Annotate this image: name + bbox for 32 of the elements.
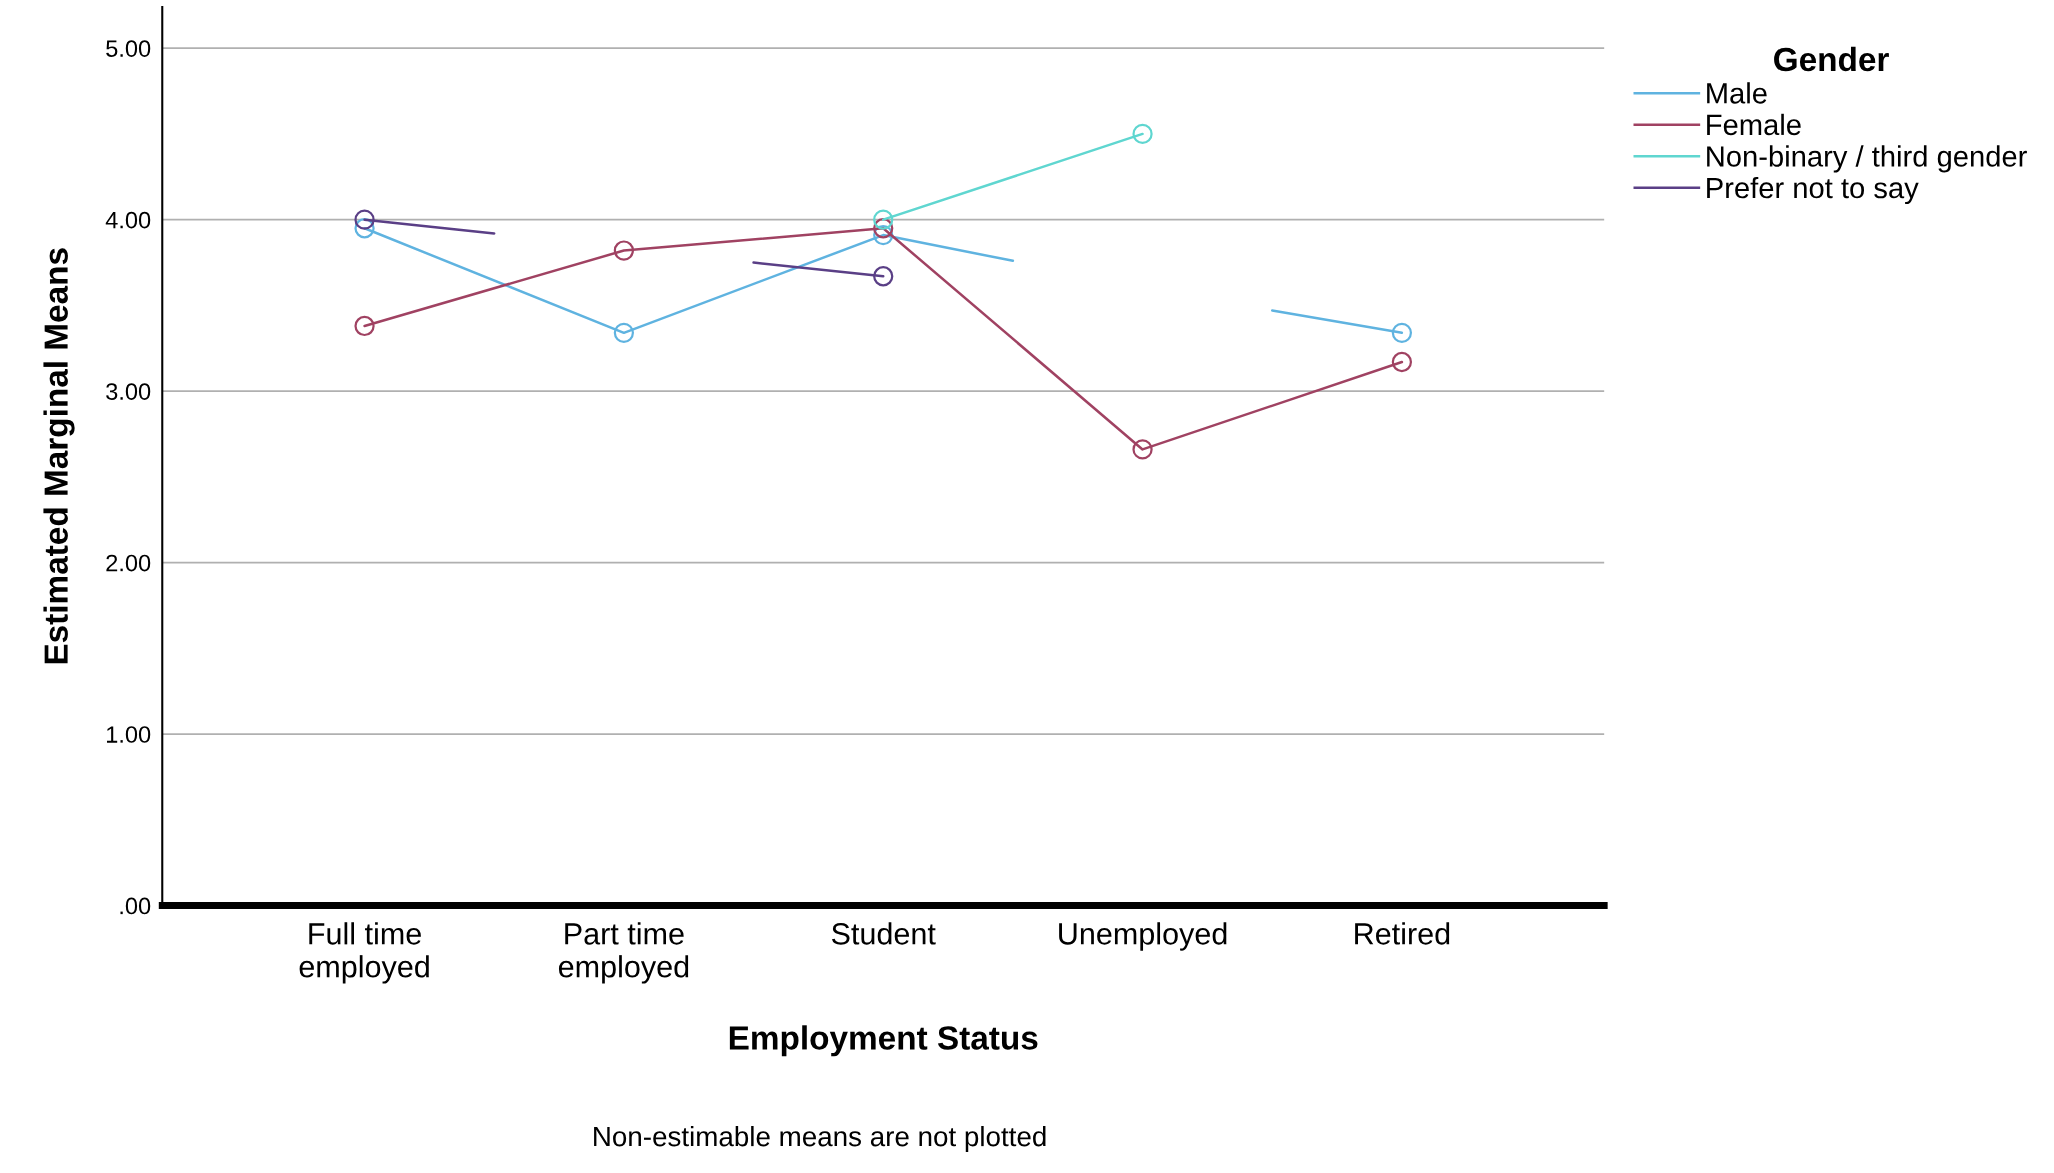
legend-label: Non-binary / third gender — [1707, 145, 2027, 173]
point — [1391, 322, 1413, 343]
point — [1132, 123, 1153, 145]
y-tick-label: 1.00 — [107, 726, 151, 743]
y-tick-label: 5.00 — [106, 40, 151, 57]
point — [1391, 351, 1413, 373]
point — [873, 224, 894, 246]
legend-title: Gender — [1774, 46, 1889, 72]
point — [873, 218, 894, 239]
text: Non-estimable means are not plotted — [594, 1125, 1046, 1152]
x-tick-label: Student — [831, 922, 936, 945]
point — [873, 209, 894, 230]
point — [354, 209, 375, 230]
x-tick-label: Unemployed — [1059, 922, 1227, 951]
legend-label: Male — [1707, 82, 1767, 104]
x-axis-title: Employment Status — [729, 1025, 1038, 1057]
y-axis-title: Estimated Marginal Means — [43, 248, 75, 664]
y-tick-label: .00 — [120, 897, 151, 915]
y-tick-label: 2.00 — [106, 554, 151, 572]
point — [1132, 439, 1153, 460]
legend-label: Female — [1707, 113, 1801, 136]
point — [613, 322, 635, 343]
x-tick-label: Part time employed — [558, 922, 689, 984]
point — [354, 218, 375, 239]
legend-label: Prefer not to say — [1707, 176, 1919, 205]
y-tick-label: 3.00 — [106, 383, 151, 400]
point — [873, 266, 894, 287]
point — [354, 315, 375, 337]
x-tick-label: Full time employed — [299, 922, 429, 984]
y-tick-label: 4.00 — [105, 211, 151, 229]
x-tick-label: Retired — [1355, 922, 1450, 945]
point — [613, 240, 635, 261]
